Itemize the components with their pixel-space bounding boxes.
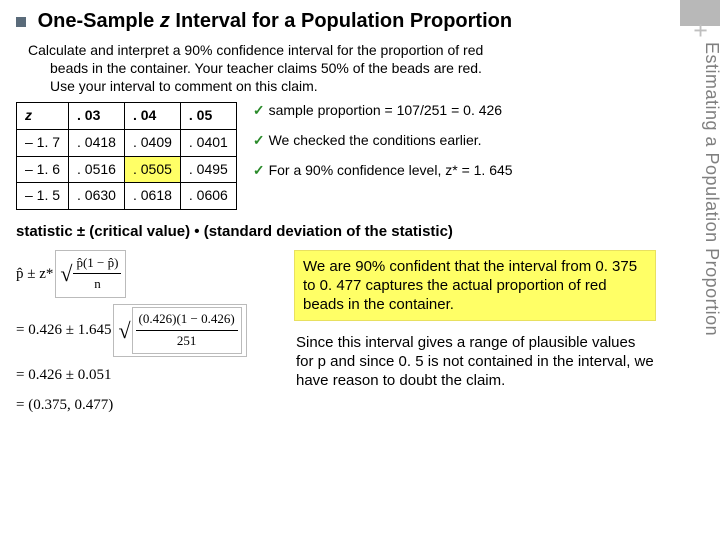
confidence-statement: We are 90% confident that the interval f…	[294, 250, 656, 322]
z-table: z . 03 . 04 . 05 – 1. 7 . 0418 . 0409 . …	[16, 102, 237, 211]
cell: . 0516	[69, 156, 125, 183]
frac-den: n	[73, 274, 121, 295]
cell-highlight: . 0505	[124, 156, 180, 183]
cell: . 0618	[124, 183, 180, 210]
cell: . 0418	[69, 129, 125, 156]
frac-num: p̂(1 − p̂)	[73, 253, 121, 275]
instruction-l3: Use your interval to comment on this cla…	[16, 78, 664, 96]
instruction-l1: Calculate and interpret a 90% confidence…	[16, 42, 664, 60]
title-prefix: One-Sample	[38, 10, 155, 32]
instruction-l2: beads in the container. Your teacher cla…	[16, 60, 664, 78]
conclusion-statement: Since this interval gives a range of pla…	[294, 331, 656, 393]
fraction: (0.426)(1 − 0.426) 251	[136, 309, 238, 352]
col-05: . 05	[180, 102, 236, 129]
col-04: . 04	[124, 102, 180, 129]
cell: . 0401	[180, 129, 236, 156]
math-line-2: = 0.426 ± 1.645 √ (0.426)(1 − 0.426) 251	[16, 304, 286, 357]
table-row: – 1. 7 . 0418 . 0409 . 0401	[17, 129, 237, 156]
math-line-4: = (0.375, 0.477)	[16, 393, 286, 417]
sidebar-label: Estimating a Population Proportion	[701, 42, 720, 336]
table-header-row: z . 03 . 04 . 05	[17, 102, 237, 129]
cell: . 0495	[180, 156, 236, 183]
frac-den: 251	[136, 331, 238, 352]
note-2: ✓We checked the conditions earlier.	[253, 132, 513, 150]
formula-text: statistic ± (critical value) • (standard…	[16, 222, 664, 241]
lower-area: p̂ ± z* √ p̂(1 − p̂) n = 0.426 ± 1.645 √…	[16, 250, 664, 423]
title-z: z	[160, 10, 170, 32]
page-title: One-Sample z Interval for a Population P…	[16, 10, 512, 33]
radical-icon: √	[118, 313, 130, 348]
radical-icon: √	[60, 256, 72, 291]
check-icon: ✓	[253, 102, 265, 118]
sqrt-box: √ p̂(1 − p̂) n	[55, 250, 126, 299]
content-area: Calculate and interpret a 90% confidence…	[16, 42, 664, 423]
frac-num: (0.426)(1 − 0.426)	[136, 309, 238, 331]
cell-z: – 1. 6	[17, 156, 69, 183]
cell: . 0409	[124, 129, 180, 156]
checklist: ✓sample proportion = 107/251 = 0. 426 ✓W…	[253, 102, 513, 211]
check-icon: ✓	[253, 162, 265, 178]
z-header: z	[17, 102, 69, 129]
note-2-text: We checked the conditions earlier.	[269, 132, 482, 148]
note-1: ✓sample proportion = 107/251 = 0. 426	[253, 102, 513, 120]
math-line-1: p̂ ± z* √ p̂(1 − p̂) n	[16, 250, 286, 299]
math-l2-lhs: = 0.426 ± 1.645	[16, 318, 111, 342]
bullet-icon	[16, 17, 26, 27]
table-and-notes: z . 03 . 04 . 05 – 1. 7 . 0418 . 0409 . …	[16, 102, 664, 211]
fraction: p̂(1 − p̂) n	[73, 253, 121, 296]
note-1-text: sample proportion = 107/251 = 0. 426	[269, 102, 503, 118]
confidence-interval-math: p̂ ± z* √ p̂(1 − p̂) n = 0.426 ± 1.645 √…	[16, 250, 286, 423]
col-03: . 03	[69, 102, 125, 129]
cell: . 0630	[69, 183, 125, 210]
note-3: ✓For a 90% confidence level, z* = 1. 645	[253, 162, 513, 180]
check-icon: ✓	[253, 132, 265, 148]
note-3-text: For a 90% confidence level, z* = 1. 645	[269, 162, 513, 178]
math-line-3: = 0.426 ± 0.051	[16, 363, 286, 387]
title-rest: Interval for a Population Proportion	[175, 10, 512, 32]
table-row: – 1. 6 . 0516 . 0505 . 0495	[17, 156, 237, 183]
cell: . 0606	[180, 183, 236, 210]
table-row: – 1. 5 . 0630 . 0618 . 0606	[17, 183, 237, 210]
cell-z: – 1. 5	[17, 183, 69, 210]
cell-z: – 1. 7	[17, 129, 69, 156]
inner-box: (0.426)(1 − 0.426) 251	[132, 307, 242, 354]
conclusion-boxes: We are 90% confident that the interval f…	[294, 250, 656, 393]
sqrt-box: √ (0.426)(1 − 0.426) 251	[113, 304, 246, 357]
math-l1-lhs: p̂ ± z*	[16, 262, 53, 286]
